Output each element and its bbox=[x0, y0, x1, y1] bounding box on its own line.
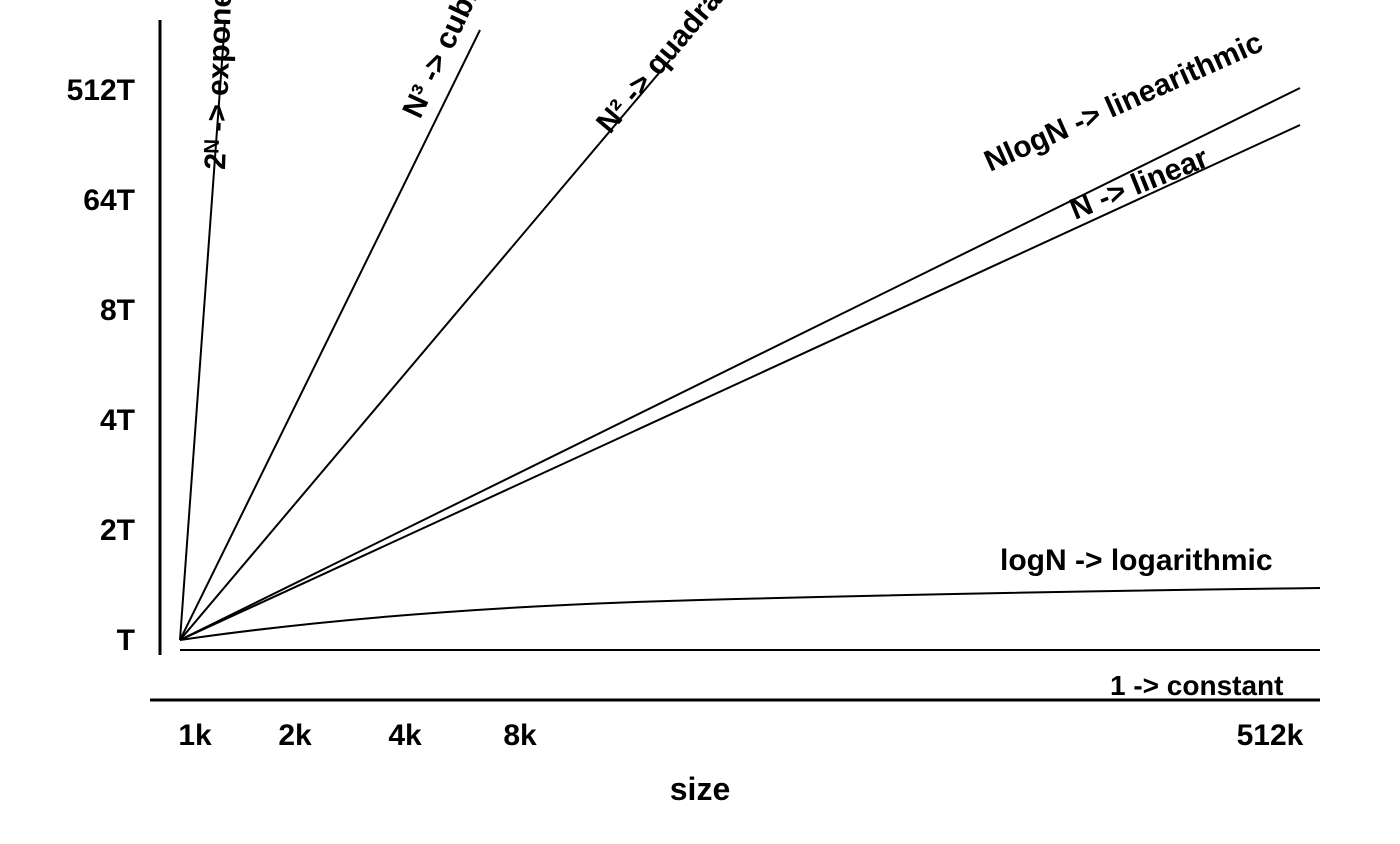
complexity-chart: T 2T 4T 8T 64T 512T 1k 2k 4k 8k 512k size 1 -> const… bbox=[0, 0, 1400, 844]
x-tick-label: 512k bbox=[1237, 719, 1304, 752]
x-tick-label: 2k bbox=[278, 719, 312, 752]
svg-text:logN -> logarithmic: logN -> logarithmic bbox=[1000, 544, 1273, 577]
x-tick-label: 4k bbox=[388, 719, 422, 752]
x-tick-label: 1k bbox=[178, 719, 212, 752]
chart-svg: T 2T 4T 8T 64T 512T 1k 2k 4k 8k 512k size 1 -> const… bbox=[0, 0, 1400, 844]
y-tick-label: 8T bbox=[100, 294, 135, 327]
y-tick-label: T bbox=[117, 624, 135, 657]
x-tick-label: 8k bbox=[503, 719, 537, 752]
curve-label-constant: 1 -> constant bbox=[1110, 670, 1283, 701]
curve-label-logarithmic: logN -> logarithmic bbox=[1000, 544, 1273, 577]
y-tick-label: 2T bbox=[100, 514, 135, 547]
x-axis-title: size bbox=[670, 771, 730, 807]
y-tick-label: 64T bbox=[83, 184, 135, 217]
svg-text:1 -> constant: 1 -> constant bbox=[1110, 670, 1283, 701]
y-tick-label: 4T bbox=[100, 404, 135, 437]
y-tick-label: 512T bbox=[67, 74, 135, 107]
